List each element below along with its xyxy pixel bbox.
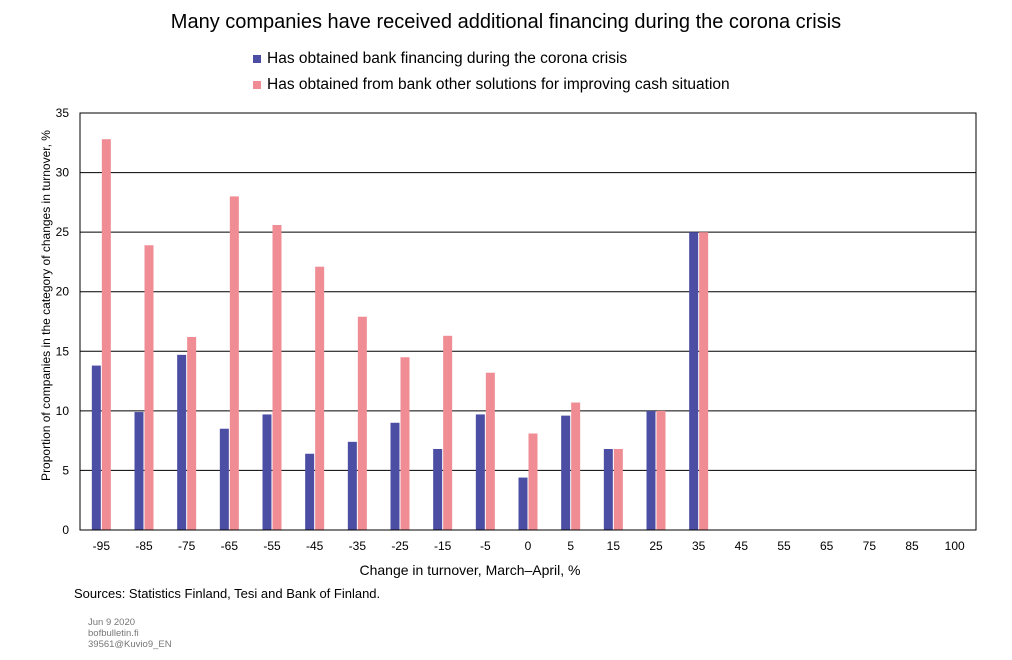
- bar-bank-financing: [475, 414, 485, 530]
- y-tick-label: 15: [56, 344, 70, 358]
- bar-bank-financing: [305, 453, 315, 530]
- x-tick-label: -85: [135, 539, 153, 553]
- bar-bank-financing: [134, 412, 144, 530]
- x-tick-label: 0: [525, 539, 532, 553]
- x-tick-label: 25: [649, 539, 663, 553]
- x-tick-label: -5: [480, 539, 491, 553]
- legend-label-other-solutions: Has obtained from bank other solutions f…: [267, 76, 730, 93]
- x-tick-label: 55: [777, 539, 791, 553]
- x-tick-label: 65: [820, 539, 834, 553]
- bar-other-solutions: [315, 266, 325, 530]
- bar-bank-financing: [390, 422, 400, 530]
- y-tick-label: 35: [56, 106, 70, 120]
- bar-other-solutions: [571, 402, 581, 530]
- bar-bank-financing: [177, 354, 187, 530]
- bar-bank-financing: [91, 365, 101, 530]
- sources-note: Sources: Statistics Finland, Tesi and Ba…: [74, 586, 381, 601]
- bar-other-solutions: [699, 232, 709, 530]
- x-tick-label: -45: [306, 539, 324, 553]
- x-tick-label: -75: [178, 539, 196, 553]
- plot-frame: [79, 112, 977, 531]
- y-tick-label: 25: [56, 225, 70, 239]
- legend-swatch-bank-financing: [253, 55, 261, 63]
- site-name: bofbulletin.fi: [88, 628, 139, 639]
- x-tick-label: -35: [349, 539, 367, 553]
- bar-bank-financing: [561, 415, 571, 530]
- bar-other-solutions: [187, 336, 197, 530]
- x-tick-label: -25: [391, 539, 409, 553]
- x-tick-label: -55: [263, 539, 281, 553]
- bar-other-solutions: [272, 224, 282, 530]
- bar-other-solutions: [229, 196, 239, 530]
- x-tick-label: 35: [692, 539, 706, 553]
- chart-title: Many companies have received additional …: [170, 11, 842, 33]
- x-tick-label: 75: [863, 539, 877, 553]
- bar-other-solutions: [528, 433, 538, 530]
- x-tick-label: 85: [905, 539, 919, 553]
- bar-bank-financing: [347, 441, 357, 530]
- bar-bank-financing: [689, 232, 699, 530]
- y-tick-label: 20: [56, 285, 70, 299]
- bar-other-solutions: [613, 448, 623, 530]
- y-tick-label: 30: [56, 166, 70, 180]
- legend-item-other-solutions: Has obtained from bank other solutions f…: [253, 76, 730, 94]
- legend-label-bank-financing: Has obtained bank financing during the c…: [267, 50, 628, 67]
- x-tick-label: 15: [607, 539, 621, 553]
- bar-bank-financing: [433, 448, 443, 530]
- bar-bank-financing: [262, 414, 272, 530]
- bar-bank-financing: [603, 448, 613, 530]
- x-tick-label: 100: [945, 539, 965, 553]
- x-tick-label: -65: [221, 539, 239, 553]
- figure-code: 39561@Kuvio9_EN: [88, 639, 172, 650]
- y-tick-label: 5: [62, 463, 69, 477]
- x-tick-label: -15: [434, 539, 452, 553]
- x-tick-label: -95: [93, 539, 111, 553]
- bar-other-solutions: [357, 316, 367, 530]
- legend-item-bank-financing: Has obtained bank financing during the c…: [253, 50, 627, 68]
- bar-bank-financing: [518, 477, 528, 530]
- bar-other-solutions: [443, 335, 453, 530]
- y-tick-label: 0: [62, 523, 69, 537]
- x-tick-label: 45: [735, 539, 749, 553]
- bar-other-solutions: [400, 357, 410, 530]
- publish-date: Jun 9 2020: [88, 617, 136, 628]
- bar-other-solutions: [101, 139, 111, 530]
- bar-bank-financing: [646, 410, 656, 530]
- y-axis-label: Proportion of companies in the category …: [39, 130, 53, 481]
- x-tick-label: 5: [567, 539, 574, 553]
- x-axis-label: Change in turnover, March–April, %: [360, 562, 581, 578]
- legend-swatch-other-solutions: [253, 81, 261, 89]
- bar-other-solutions: [656, 410, 666, 530]
- y-tick-label: 10: [56, 404, 70, 418]
- bar-bank-financing: [219, 428, 229, 530]
- bar-other-solutions: [144, 245, 154, 530]
- bar-other-solutions: [485, 372, 495, 530]
